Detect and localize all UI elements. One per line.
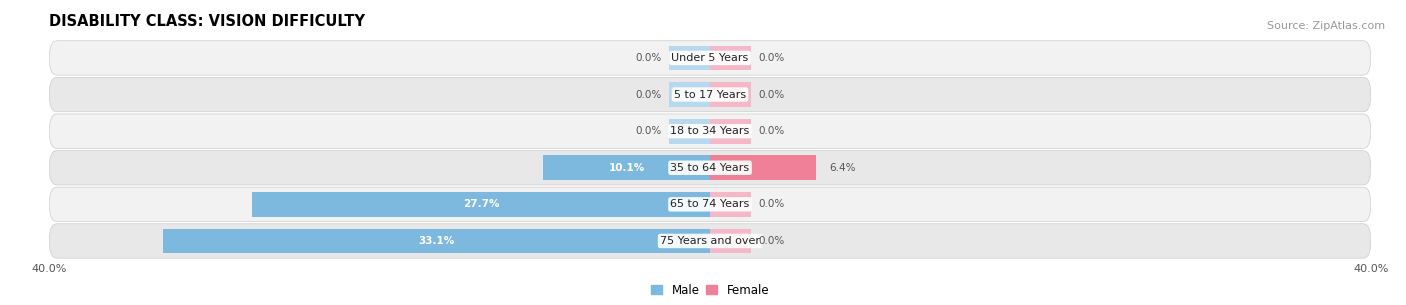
FancyBboxPatch shape [49, 77, 1371, 112]
Bar [710, 82, 751, 107]
Text: 6.4%: 6.4% [830, 163, 855, 173]
Text: 0.0%: 0.0% [758, 236, 785, 246]
Bar [163, 228, 710, 253]
Text: 10.1%: 10.1% [609, 163, 645, 173]
FancyBboxPatch shape [49, 114, 1371, 148]
Bar [669, 82, 710, 107]
FancyBboxPatch shape [49, 224, 1371, 258]
Text: 5 to 17 Years: 5 to 17 Years [673, 90, 747, 99]
Bar [253, 192, 710, 217]
Text: 0.0%: 0.0% [758, 90, 785, 99]
Text: 33.1%: 33.1% [419, 236, 454, 246]
FancyBboxPatch shape [49, 187, 1371, 221]
Text: 0.0%: 0.0% [636, 53, 662, 63]
Text: DISABILITY CLASS: VISION DIFFICULTY: DISABILITY CLASS: VISION DIFFICULTY [49, 14, 366, 29]
Bar [710, 228, 751, 253]
Bar [543, 155, 710, 180]
Text: 75 Years and over: 75 Years and over [659, 236, 761, 246]
Bar [710, 45, 751, 70]
FancyBboxPatch shape [49, 41, 1371, 75]
Text: 27.7%: 27.7% [463, 199, 499, 209]
FancyBboxPatch shape [49, 151, 1371, 185]
Bar [710, 155, 815, 180]
Text: 0.0%: 0.0% [758, 199, 785, 209]
Text: Under 5 Years: Under 5 Years [672, 53, 748, 63]
Bar [669, 119, 710, 144]
Legend: Male, Female: Male, Female [645, 279, 775, 302]
Text: 0.0%: 0.0% [636, 126, 662, 136]
Text: 0.0%: 0.0% [758, 126, 785, 136]
Text: Source: ZipAtlas.com: Source: ZipAtlas.com [1267, 21, 1385, 31]
Text: 0.0%: 0.0% [636, 90, 662, 99]
Bar [710, 192, 751, 217]
Bar [669, 45, 710, 70]
Bar [710, 119, 751, 144]
Text: 65 to 74 Years: 65 to 74 Years [671, 199, 749, 209]
Text: 18 to 34 Years: 18 to 34 Years [671, 126, 749, 136]
Text: 0.0%: 0.0% [758, 53, 785, 63]
Text: 35 to 64 Years: 35 to 64 Years [671, 163, 749, 173]
